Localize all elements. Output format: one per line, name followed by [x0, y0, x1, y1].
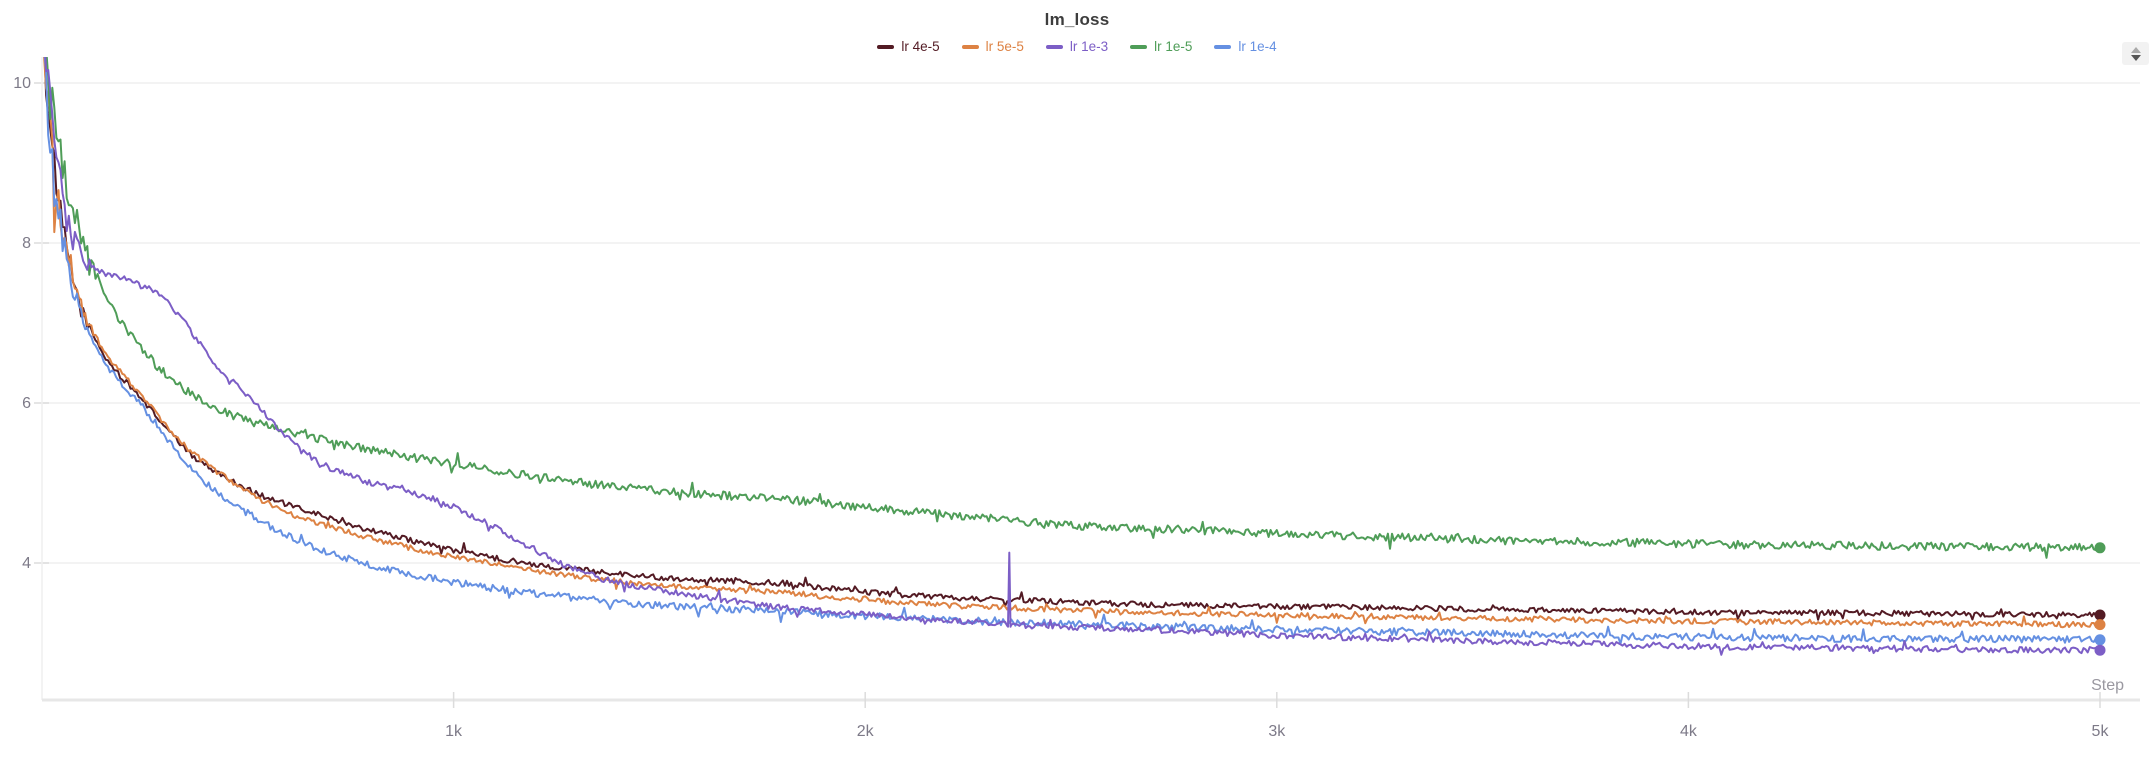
- panel-toggle-button[interactable]: [2122, 42, 2149, 65]
- x-tick-label: 5k: [2092, 723, 2110, 740]
- legend-dash-icon: [877, 44, 895, 49]
- series-end-dot-lr-1e-4[interactable]: [2094, 634, 2106, 646]
- series-end-dot-lr-4e-5[interactable]: [2094, 609, 2106, 621]
- legend-dash-icon: [1045, 44, 1063, 49]
- legend-label: lr 4e-5: [901, 39, 940, 54]
- series-line-lr-1e-4[interactable]: [42, 46, 2101, 645]
- x-tick-label: 3k: [1268, 723, 1286, 740]
- series-end-dot-lr-5e-5[interactable]: [2094, 619, 2106, 631]
- x-tick-label: 2k: [857, 723, 875, 740]
- legend-dash-icon: [1130, 44, 1148, 49]
- triangle-down-icon: [2130, 54, 2141, 61]
- legend-item-lr-4e-5[interactable]: lr 4e-5: [877, 39, 940, 54]
- legend-item-lr-1e-4[interactable]: lr 1e-4: [1214, 39, 1277, 54]
- legend-item-lr-1e-5[interactable]: lr 1e-5: [1130, 39, 1192, 54]
- legend-dash-icon: [961, 44, 979, 49]
- x-axis-title: Step: [2091, 677, 2124, 694]
- y-tick-label: 6: [22, 395, 31, 412]
- legend-label: lr 5e-5: [985, 39, 1024, 54]
- series-end-dot-lr-1e-3[interactable]: [2094, 644, 2106, 656]
- series-end-dot-lr-1e-5[interactable]: [2094, 542, 2106, 554]
- legend-label: lr 1e-5: [1154, 39, 1193, 54]
- legend: lr 4e-5 lr 5e-5 lr 1e-3 lr 1e-5 lr 1e-4: [0, 39, 2154, 54]
- y-tick-label: 10: [13, 75, 31, 92]
- series-lines: [42, 19, 2106, 656]
- series-line-lr-1e-5[interactable]: [42, 41, 2101, 559]
- legend-dash-icon: [1214, 44, 1232, 49]
- legend-label: lr 1e-4: [1238, 39, 1277, 54]
- legend-label: lr 1e-3: [1069, 39, 1109, 54]
- series-line-lr-4e-5[interactable]: [42, 38, 2101, 621]
- x-tick-label: 1k: [445, 723, 463, 740]
- legend-item-lr-1e-3[interactable]: lr 1e-3: [1045, 39, 1109, 54]
- legend-item-lr-5e-5[interactable]: lr 5e-5: [961, 39, 1024, 54]
- triangle-up-icon: [2130, 46, 2141, 53]
- series-line-lr-1e-3[interactable]: [42, 19, 2101, 656]
- x-tick-label: 4k: [1680, 723, 1698, 740]
- series-line-lr-5e-5[interactable]: [42, 42, 2101, 629]
- y-tick-label: 8: [22, 235, 31, 252]
- y-tick-label: 4: [22, 555, 31, 572]
